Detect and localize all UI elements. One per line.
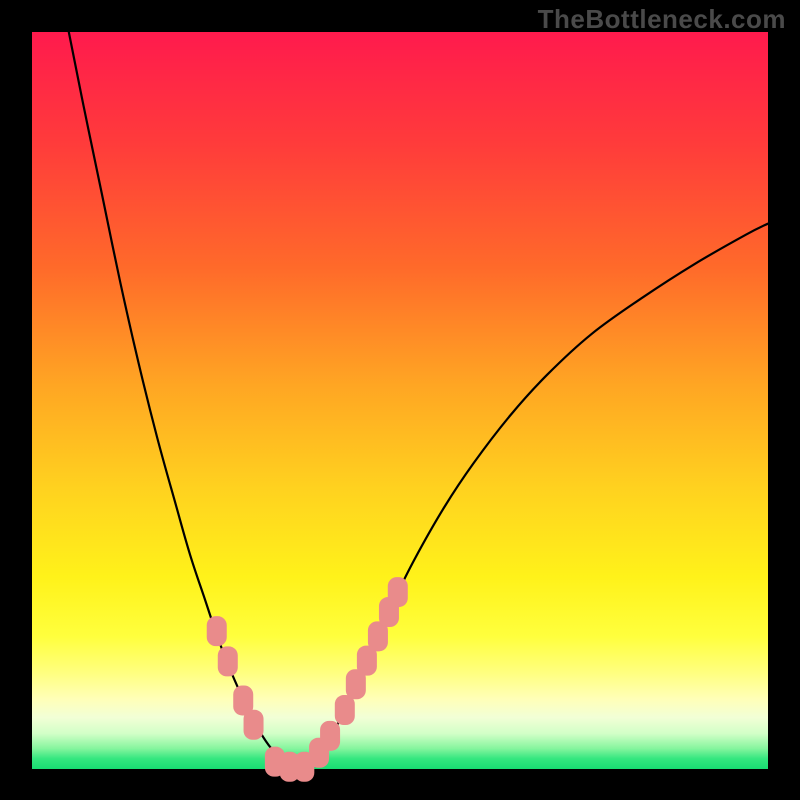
curve-marker <box>320 721 340 751</box>
plot-area <box>32 32 768 769</box>
curve-marker <box>207 616 227 646</box>
curve-marker <box>244 710 264 740</box>
chart-frame: TheBottleneck.com <box>0 0 800 800</box>
curve-marker <box>335 695 355 725</box>
curve-marker <box>388 577 408 607</box>
chart-overlay <box>32 32 768 769</box>
marker-group <box>207 577 408 782</box>
curve-marker <box>218 646 238 676</box>
bottleneck-curve <box>69 32 768 766</box>
watermark-text: TheBottleneck.com <box>538 4 786 35</box>
